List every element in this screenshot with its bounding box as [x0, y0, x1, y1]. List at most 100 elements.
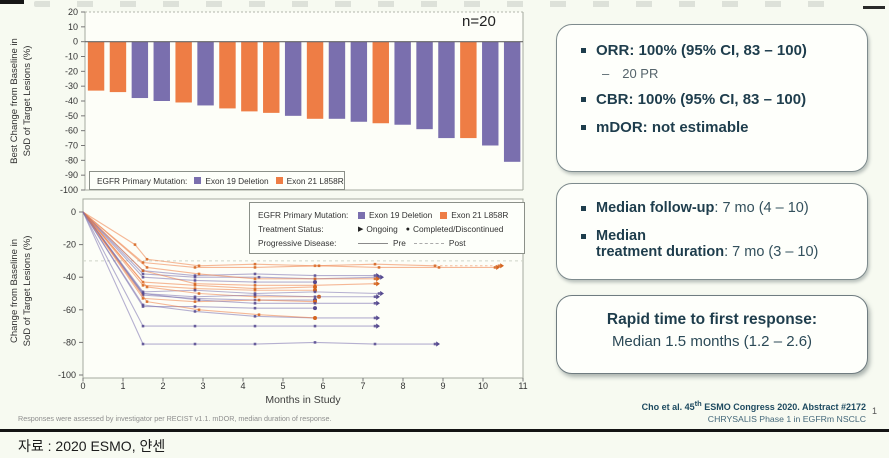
svg-text:-40: -40	[63, 272, 76, 282]
cbr-stat: CBR: 100% (95% CI, 83 – 100)	[581, 91, 857, 108]
svg-text:0: 0	[71, 207, 76, 217]
duration-stats-box: Median follow-up: 7 mo (4 – 10) Median t…	[556, 183, 868, 280]
top-left-crop-mark	[0, 0, 24, 4]
svg-text:-60: -60	[63, 305, 76, 315]
spider-legend-row-status: Treatment Status: ▶ Ongoing ● Completed/…	[258, 222, 517, 236]
median-treatment-text: Median treatment duration: 7 mo (3 – 10)	[596, 228, 818, 260]
waterfall-legend-exon21-label: Exon 21 L858R	[286, 175, 344, 186]
spider-legend-row-progression: Progressive Disease: Pre Post	[258, 236, 517, 250]
spider-legend-pre: Pre	[358, 238, 406, 248]
svg-text:20: 20	[68, 7, 78, 17]
spider-legend-exon19-label: Exon 19 Deletion	[369, 210, 433, 220]
waterfall-legend-title: EGFR Primary Mutation:	[97, 175, 188, 186]
svg-text:-30: -30	[65, 81, 78, 91]
spider-legend-status-label: Treatment Status:	[258, 224, 324, 234]
rapid-response-text: Median 1.5 months (1.2 – 2.6)	[611, 333, 813, 350]
median-treatment-stat: Median treatment duration: 7 mo (3 – 10)	[581, 228, 857, 260]
spider-legend-completed: ● Completed/Discontinued	[406, 224, 504, 234]
spider-y-axis-title-line2: SoD of Target Lesions (%)	[22, 235, 33, 347]
svg-text:-10: -10	[65, 52, 78, 62]
svg-text:3: 3	[200, 381, 205, 391]
mdor-stat: mDOR: not estimable	[581, 119, 857, 136]
citation-sup: th	[694, 399, 702, 408]
svg-text:2: 2	[160, 381, 165, 391]
top-right-crop-mark	[863, 6, 885, 9]
footnote: Responses were assessed by investigator …	[18, 414, 332, 423]
spider-legend-ongoing: ▶ Ongoing	[358, 224, 398, 234]
median-followup-text: Median follow-up: 7 mo (4 – 10)	[596, 200, 809, 216]
spider-legend-exon21-label: Exon 21 L858R	[451, 210, 509, 220]
waterfall-legend: EGFR Primary Mutation: Exon 19 Deletion …	[89, 171, 345, 190]
bullet-icon	[581, 125, 586, 130]
page-number: 1	[872, 406, 878, 416]
svg-text:8: 8	[400, 381, 405, 391]
orr-stat-text: ORR: 100% (95% CI, 83 – 100)	[596, 42, 807, 59]
pr-sub-stat: –20 PR	[602, 66, 857, 81]
waterfall-y-axis-title: Best Change from Baseline in SoD of Targ…	[8, 10, 38, 192]
top-cropped-text-artifact	[34, 1, 849, 7]
footer-divider	[0, 429, 889, 432]
sub-dash: –	[602, 66, 610, 81]
svg-text:0: 0	[80, 381, 85, 391]
svg-text:10: 10	[478, 381, 488, 391]
citation: Cho et al. 45th ESMO Congress 2020. Abst…	[556, 398, 866, 425]
exon21-swatch-icon	[440, 211, 448, 219]
svg-text:6: 6	[320, 381, 325, 391]
response-stats-box: ORR: 100% (95% CI, 83 – 100) –20 PR CBR:…	[556, 24, 868, 172]
waterfall-y-axis-title-line1: Best Change from Baseline in	[9, 38, 20, 164]
svg-text:-90: -90	[65, 170, 78, 180]
svg-text:9: 9	[440, 381, 445, 391]
completed-dot-icon: ●	[405, 225, 410, 233]
ongoing-arrow-icon: ▶	[358, 226, 364, 233]
exon19-swatch-icon	[194, 177, 202, 184]
cbr-stat-text: CBR: 100% (95% CI, 83 – 100)	[596, 91, 807, 108]
pr-sub-text: 20 PR	[622, 66, 659, 81]
median-treatment-line1: Median	[596, 228, 646, 244]
citation-prefix: Cho et al. 45	[641, 402, 695, 412]
spider-legend-progression-label: Progressive Disease:	[258, 238, 337, 248]
svg-text:-100: -100	[58, 370, 76, 380]
svg-text:0: 0	[73, 37, 78, 47]
svg-text:-20: -20	[65, 66, 78, 76]
spider-legend-exon21: Exon 21 L858R	[440, 210, 508, 220]
bullet-icon	[581, 97, 586, 102]
waterfall-chart: 20 10 0 -10 -20 -30 -40 -50 -60 -70 -80 -90 -100	[60, 7, 524, 194]
svg-text:-80: -80	[63, 337, 76, 347]
svg-text:7: 7	[360, 381, 365, 391]
median-followup-bold: Median follow-up	[596, 200, 715, 216]
spider-legend: EGFR Primary Mutation: Exon 19 Deletion …	[249, 202, 525, 254]
median-followup-rest: : 7 mo (4 – 10)	[714, 200, 809, 216]
median-treatment-bold: treatment duration	[596, 244, 725, 260]
svg-text:-70: -70	[65, 141, 78, 151]
spider-legend-completed-label: Completed/Discontinued	[413, 224, 504, 234]
exon19-swatch-icon	[358, 211, 365, 219]
spider-y-axis-title-line1: Change from Baseline in	[9, 238, 20, 344]
solid-line-icon	[358, 242, 388, 244]
svg-text:-20: -20	[63, 240, 76, 250]
rapid-response-box: Rapid time to first response: Median 1.5…	[556, 295, 868, 374]
median-followup-stat: Median follow-up: 7 mo (4 – 10)	[581, 200, 857, 216]
svg-text:-80: -80	[65, 155, 78, 165]
svg-text:-60: -60	[65, 126, 78, 136]
spider-y-axis-title: Change from Baseline in SoD of Target Le…	[8, 200, 38, 382]
spider-legend-mutation-label: EGFR Primary Mutation:	[258, 210, 349, 220]
bullet-icon	[581, 48, 586, 53]
waterfall-y-axis-title-line2: SoD of Target Lesions (%)	[22, 45, 33, 157]
median-treatment-rest: : 7 mo (3 – 10)	[724, 244, 819, 260]
svg-text:1: 1	[120, 381, 125, 391]
svg-text:11: 11	[518, 381, 527, 391]
svg-text:-40: -40	[65, 96, 78, 106]
svg-text:-100: -100	[60, 185, 78, 194]
mdor-stat-text: mDOR: not estimable	[596, 119, 749, 136]
citation-suffix: ESMO Congress 2020. Abstract #2172	[701, 402, 866, 412]
exon21-swatch-icon	[275, 177, 283, 184]
waterfall-legend-item-exon19: Exon 19 Deletion	[194, 176, 269, 186]
citation-line1: Cho et al. 45th ESMO Congress 2020. Abst…	[556, 398, 866, 414]
bullet-icon	[581, 206, 586, 211]
sample-size-annotation: n=20	[462, 13, 496, 30]
svg-text:4: 4	[240, 381, 245, 391]
waterfall-legend-item-exon21: Exon 21 L858R	[275, 175, 344, 186]
spider-legend-exon19: Exon 19 Deletion	[358, 210, 432, 220]
spider-legend-post-label: Post	[448, 238, 466, 248]
